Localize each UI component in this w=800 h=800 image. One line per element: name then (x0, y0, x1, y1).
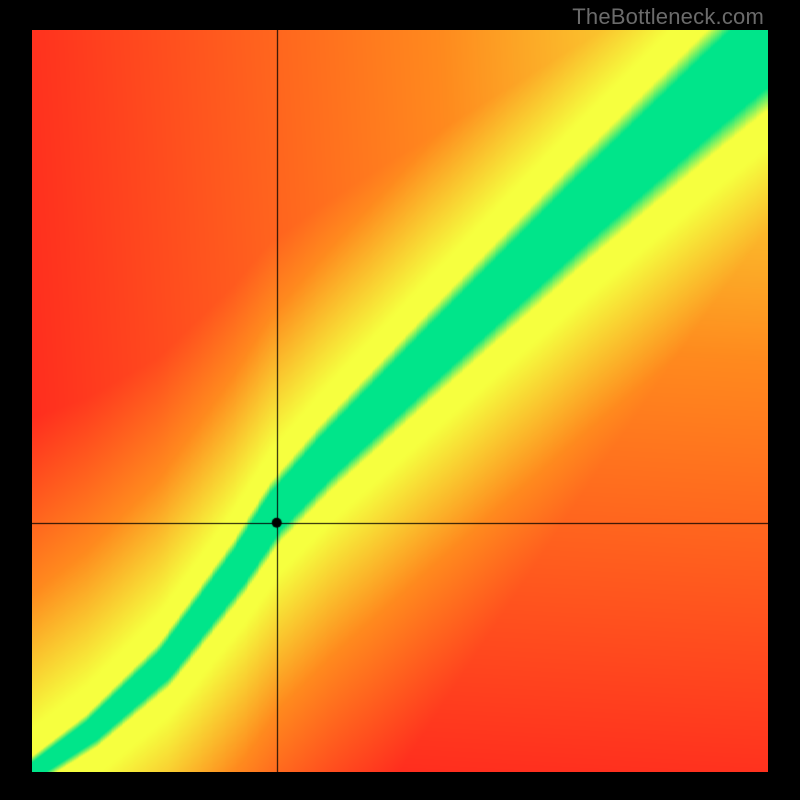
figure-frame: TheBottleneck.com (0, 0, 800, 800)
crosshair-overlay (32, 30, 768, 772)
watermark-text: TheBottleneck.com (572, 4, 764, 30)
heatmap-plot (32, 30, 768, 772)
